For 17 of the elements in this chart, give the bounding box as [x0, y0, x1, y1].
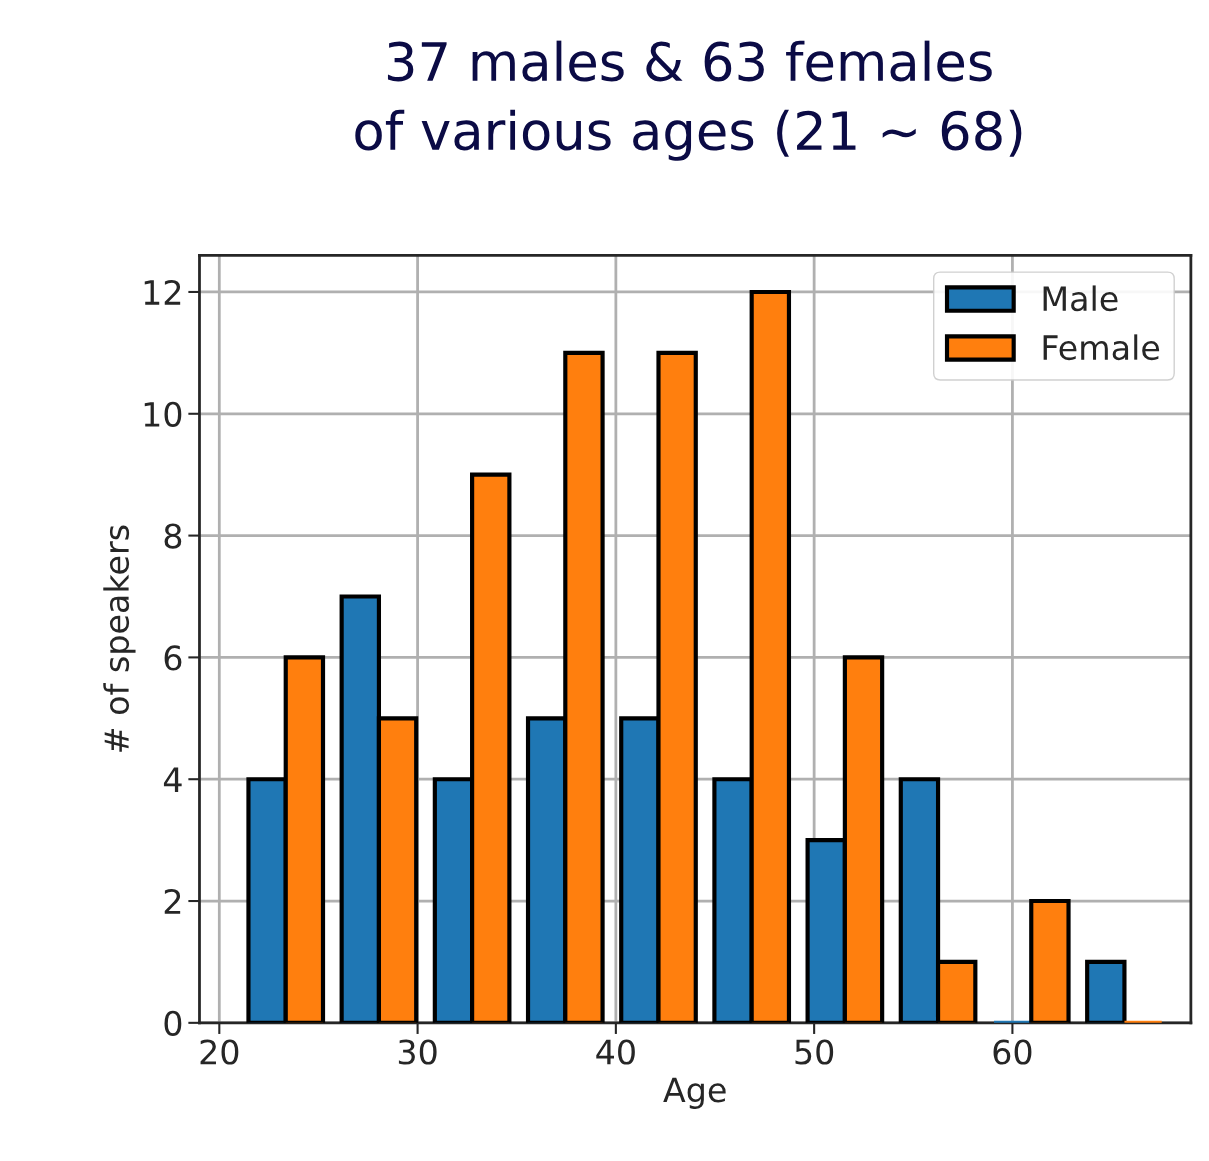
x-tick-label: 60 — [993, 1039, 1032, 1065]
y-tick-label: 4 — [163, 767, 182, 792]
x-tick-label: 50 — [795, 1039, 834, 1065]
chart-title: 37 males & 63 females of various ages (21 ~ 68) — [355, 40, 1022, 161]
y-tick-label: 6 — [164, 645, 182, 671]
y-axis-title: # of speakers — [103, 525, 136, 752]
x-tick-label: 40 — [596, 1039, 635, 1065]
y-tick-label: 8 — [164, 523, 182, 549]
legend-label: Male — [1043, 285, 1118, 312]
x-axis-title: Age — [663, 1077, 726, 1109]
y-tick-label: 12 — [144, 279, 181, 305]
x-tick-label: 30 — [398, 1039, 437, 1065]
legend-label: Female — [1043, 334, 1160, 361]
y-tick-label: 2 — [164, 888, 181, 914]
y-tick-label: 10 — [144, 401, 182, 427]
y-tick-label: 0 — [164, 1010, 182, 1036]
x-tick-label: 20 — [200, 1039, 239, 1065]
